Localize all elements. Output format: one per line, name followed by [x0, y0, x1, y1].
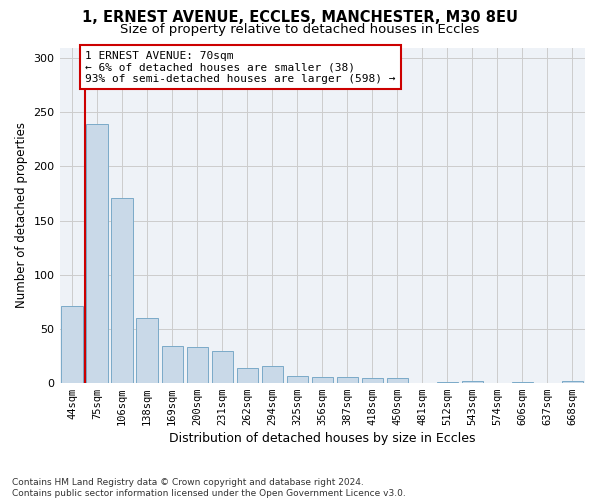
Bar — [462, 380, 483, 382]
Bar — [212, 352, 233, 382]
Y-axis label: Number of detached properties: Number of detached properties — [15, 122, 28, 308]
Text: Contains HM Land Registry data © Crown copyright and database right 2024.
Contai: Contains HM Land Registry data © Crown c… — [12, 478, 406, 498]
Bar — [562, 380, 583, 382]
Text: 1 ERNEST AVENUE: 70sqm
← 6% of detached houses are smaller (38)
93% of semi-deta: 1 ERNEST AVENUE: 70sqm ← 6% of detached … — [85, 50, 395, 84]
Text: Size of property relative to detached houses in Eccles: Size of property relative to detached ho… — [121, 22, 479, 36]
Bar — [287, 376, 308, 382]
Bar — [311, 378, 333, 382]
Bar — [161, 346, 183, 383]
Bar — [112, 198, 133, 382]
Bar — [262, 366, 283, 382]
Bar — [236, 368, 258, 382]
Bar — [387, 378, 408, 382]
Text: 1, ERNEST AVENUE, ECCLES, MANCHESTER, M30 8EU: 1, ERNEST AVENUE, ECCLES, MANCHESTER, M3… — [82, 10, 518, 25]
X-axis label: Distribution of detached houses by size in Eccles: Distribution of detached houses by size … — [169, 432, 476, 445]
Bar — [362, 378, 383, 382]
Bar — [136, 318, 158, 382]
Bar — [337, 378, 358, 382]
Bar — [187, 347, 208, 382]
Bar — [61, 306, 83, 382]
Bar — [86, 124, 108, 382]
